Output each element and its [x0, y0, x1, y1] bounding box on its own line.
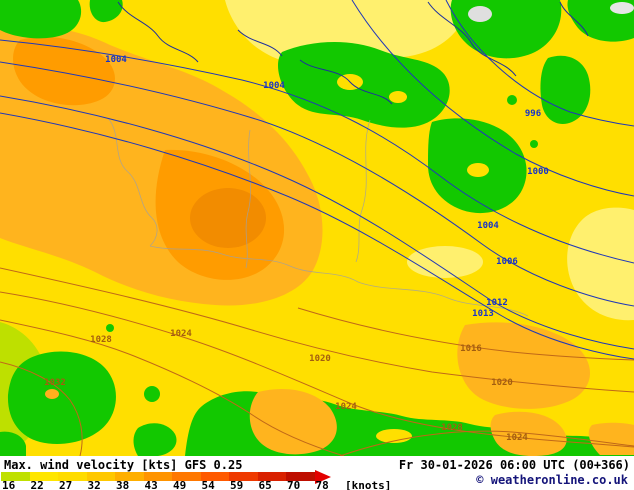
colorbar-segment	[58, 472, 87, 481]
colorbar-tick-labels: 16 22 27 32 38 43 49 54 59 65 70 78 [kno…	[2, 479, 391, 490]
strong-wind-fill-layer-bottom	[249, 322, 634, 456]
tick-label: 22	[30, 479, 44, 490]
tick-label: 38	[116, 479, 130, 490]
coastlines	[117, 1, 589, 105]
legend-footer: Max. wind velocity [kts] GFS 0.25 Fr 30-…	[0, 456, 634, 490]
tick-label: 43	[144, 479, 158, 490]
copyright: © weatheronline.co.uk	[476, 473, 628, 487]
isobar-lines-blue	[0, 0, 634, 360]
colorbar-segment	[257, 472, 286, 481]
tick-label: 16	[2, 479, 16, 490]
gray-patches	[468, 2, 634, 22]
tick-label: 78	[315, 479, 329, 490]
isobar-lines-orange	[0, 267, 634, 456]
colorbar-segment	[1, 472, 30, 481]
tick-label: 65	[258, 479, 272, 490]
colorbar-segment	[29, 472, 58, 481]
tick-label: 27	[59, 479, 73, 490]
colorbar-segment	[143, 472, 172, 481]
tick-label: 70	[287, 479, 301, 490]
light-wind-fill-layer	[225, 0, 634, 321]
colorbar-segment	[229, 472, 258, 481]
wind-speed-colorbar	[1, 469, 331, 484]
strong-wind-fill-layer	[0, 24, 323, 306]
tick-label: 32	[87, 479, 101, 490]
weather-map	[0, 0, 634, 456]
colorbar-segment	[115, 472, 144, 481]
forecast-datetime: Fr 30-01-2026 06:00 UTC (00+366)	[398, 458, 630, 472]
tick-label: 54	[201, 479, 215, 490]
tick-label: 49	[173, 479, 187, 490]
colorbar-segment	[86, 472, 115, 481]
map-title: Max. wind velocity [kts] GFS 0.25	[4, 458, 243, 472]
colorbar-segment	[200, 472, 229, 481]
unit-label: [knots]	[345, 479, 392, 490]
map-canvas	[0, 0, 634, 456]
colorbar-arrow	[314, 469, 331, 484]
colorbar-segment	[286, 472, 315, 481]
colorbar-segment	[172, 472, 201, 481]
tick-label: 59	[230, 479, 244, 490]
